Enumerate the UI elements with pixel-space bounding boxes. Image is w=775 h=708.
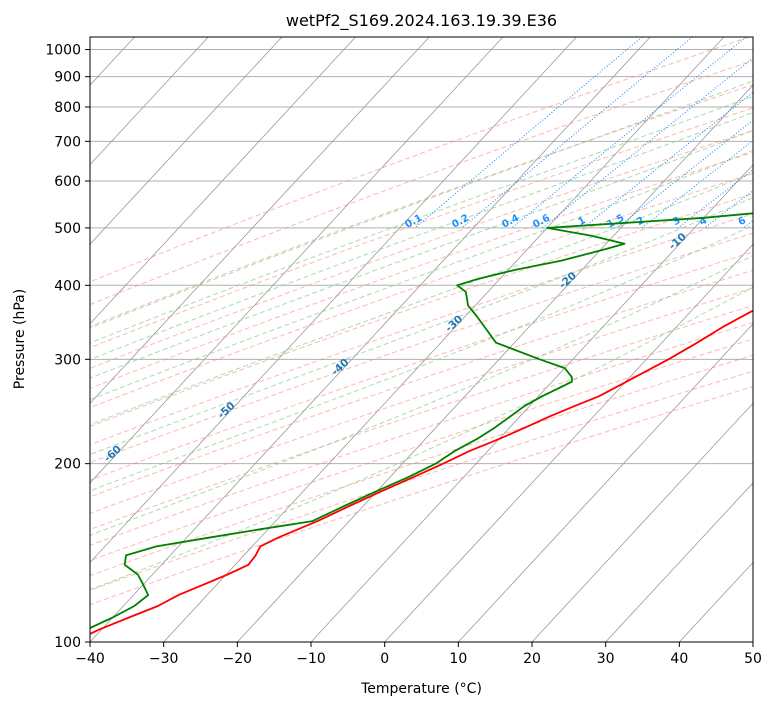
plot-frame xyxy=(89,36,754,643)
y-tick-label: 1000 xyxy=(45,43,81,59)
isotherm-line xyxy=(531,402,753,642)
dry-adiabat-line xyxy=(90,386,753,606)
y-tick-label: 300 xyxy=(54,352,81,368)
y-tick-label: 900 xyxy=(54,70,81,86)
isotherm-line xyxy=(90,37,283,245)
y-tick-label: 500 xyxy=(54,221,81,237)
isotherm-line xyxy=(90,37,504,484)
x-tick-label: 0 xyxy=(380,651,389,667)
dry-adiabat-line xyxy=(90,232,753,464)
dry-adiabat-line xyxy=(90,251,753,481)
isotherm-line xyxy=(163,37,725,642)
isotherm-line xyxy=(90,37,430,404)
dry-adiabat-line xyxy=(90,213,753,446)
dry-adiabat-line xyxy=(90,151,753,389)
chart-title: wetPf2_S169.2024.163.19.39.E36 xyxy=(286,11,557,31)
x-tick-label: 40 xyxy=(670,651,688,667)
dry-adiabat-line xyxy=(90,287,753,514)
x-axis-label: Temperature (°C) xyxy=(360,681,482,697)
dry-adiabat-line xyxy=(90,107,753,349)
moist-adiabat-line xyxy=(90,95,753,344)
moist-adiabat-line xyxy=(90,254,753,536)
dry-adiabat-layer xyxy=(90,37,753,606)
isotherm-line xyxy=(458,323,753,642)
x-tick-label: −20 xyxy=(223,651,253,667)
series-layer xyxy=(90,212,753,635)
dry-adiabat-line xyxy=(90,321,753,546)
mixing-ratio-layer xyxy=(414,37,753,229)
x-tick-label: −10 xyxy=(296,651,326,667)
y-tick-label: 100 xyxy=(54,635,81,651)
temperature-profile-line xyxy=(90,309,753,635)
dry-adiabat-line xyxy=(90,37,750,283)
y-tick-label: 200 xyxy=(54,457,81,473)
y-axis-label: Pressure (hPa) xyxy=(12,289,28,389)
isotherm-line xyxy=(90,37,577,564)
dry-adiabat-line xyxy=(90,269,753,498)
x-tick-label: −30 xyxy=(149,651,179,667)
dry-adiabat-line xyxy=(90,172,753,409)
mixing-ratio-label: 6 xyxy=(737,215,748,228)
x-tick-label: 30 xyxy=(597,651,615,667)
dry-adiabat-line xyxy=(90,354,753,577)
isotherm-line xyxy=(605,482,753,642)
moist-adiabat-line xyxy=(90,197,753,456)
moist-adiabat-line xyxy=(90,111,753,361)
y-tick-label: 800 xyxy=(54,100,81,116)
mixing-ratio-label: 3 xyxy=(671,215,682,228)
x-tick-label: 50 xyxy=(744,651,762,667)
moist-adiabat-line xyxy=(90,129,753,379)
moist-adiabat-line xyxy=(90,80,753,329)
y-tick-label: 700 xyxy=(54,134,81,150)
moist-adiabat-line xyxy=(90,172,753,426)
dry-adiabat-line xyxy=(90,60,753,306)
x-tick-label: −40 xyxy=(75,651,105,667)
isotherm-layer xyxy=(90,37,753,642)
isotherm-line xyxy=(90,37,209,166)
x-tick-label: 20 xyxy=(523,651,541,667)
dry-adiabat-line xyxy=(90,370,753,591)
mixing-ratio-line xyxy=(641,139,753,229)
dry-adiabat-line xyxy=(90,338,753,562)
plot-area: 0.10.20.40.611.52346810131620253036-100-… xyxy=(90,37,753,642)
y-tick-label: 600 xyxy=(54,174,81,190)
isotherm-line xyxy=(90,37,356,325)
grid-layer xyxy=(90,49,753,642)
mixing-ratio-line xyxy=(414,37,643,229)
isotherm-line xyxy=(237,84,753,642)
dewpoint-profile-line xyxy=(90,212,753,629)
dry-adiabat-line xyxy=(90,193,753,428)
mixing-ratio-label: 1 xyxy=(576,215,587,228)
dry-adiabat-line xyxy=(90,304,753,531)
isotherm-line xyxy=(384,243,753,642)
moist-adiabat-line xyxy=(90,149,753,401)
mixing-ratio-line xyxy=(461,37,693,229)
axis-ticks: −40 −30 −20 −10 0 10 20 30 40 50 100 200 300 400 500 60… xyxy=(45,43,762,667)
x-tick-label: 10 xyxy=(449,651,467,667)
mixing-ratio-line xyxy=(582,91,753,229)
mixing-ratio-label: 4 xyxy=(698,215,709,228)
y-tick-label: 400 xyxy=(54,278,81,294)
